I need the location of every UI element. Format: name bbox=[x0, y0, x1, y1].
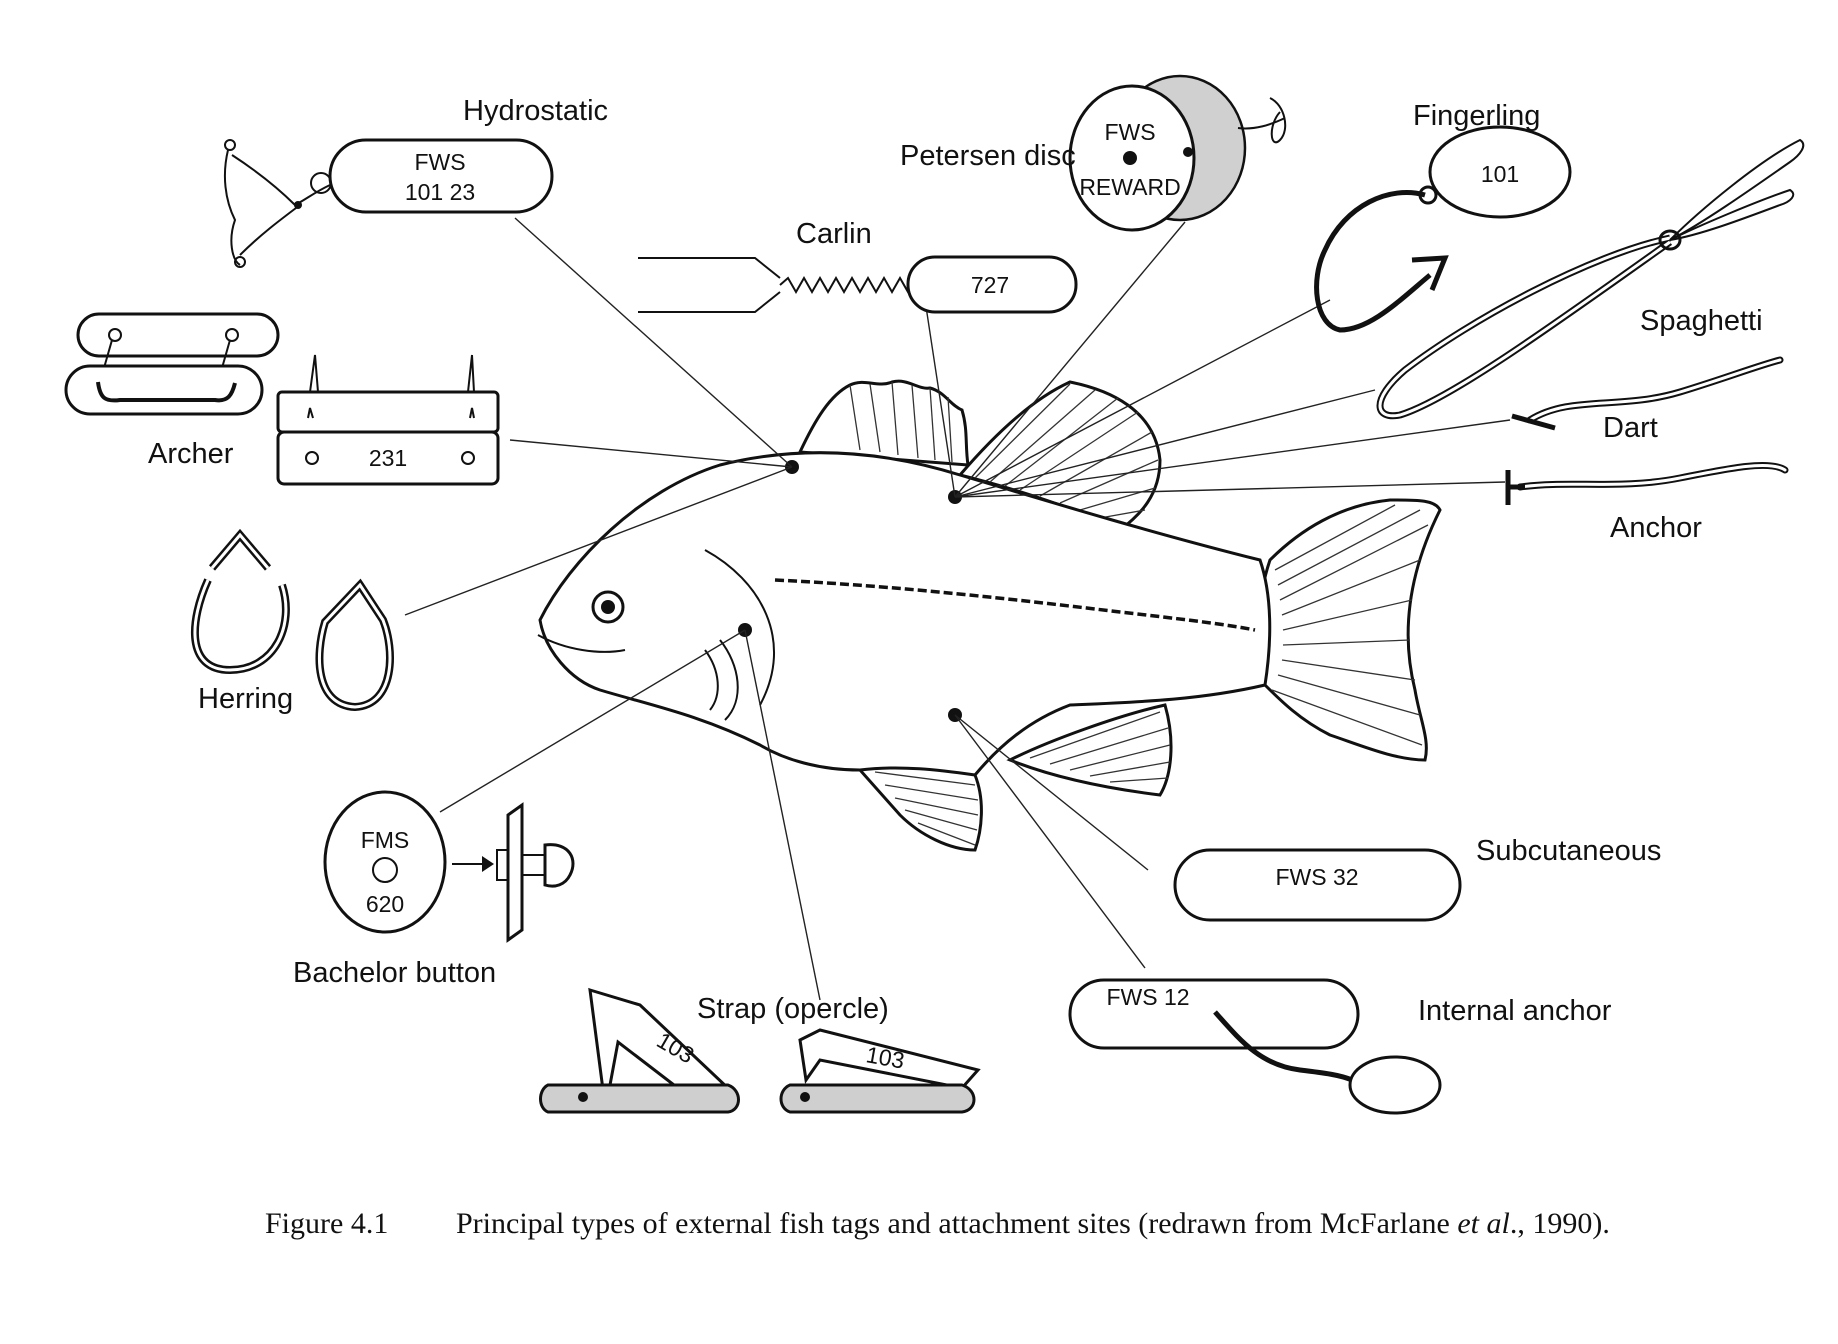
label-herring: Herring bbox=[198, 683, 293, 715]
caption-text-main: Principal types of external fish tags an… bbox=[456, 1207, 1457, 1240]
leader-dart bbox=[954, 419, 1511, 498]
label-hydrostatic: Hydrostatic bbox=[463, 95, 608, 127]
fish-pupil bbox=[601, 600, 615, 614]
dart-tag bbox=[1511, 356, 1784, 431]
leader-subcutaneous bbox=[954, 714, 1149, 871]
dorsal-spiny-fin-rays bbox=[849, 381, 953, 463]
leader-spaghetti bbox=[954, 389, 1376, 498]
gill-cover bbox=[704, 549, 776, 706]
strap-tag-open: 103 bbox=[539, 987, 740, 1114]
hydrostatic-tag-line2: 101 23 bbox=[405, 179, 475, 205]
leader-internal-anchor bbox=[954, 714, 1146, 969]
gill-streak-2 bbox=[704, 649, 719, 711]
bachelor-button-line2: 620 bbox=[366, 891, 404, 917]
label-petersen-disc: Petersen disc bbox=[900, 140, 1076, 172]
subcutaneous-tag: FWS 32 bbox=[1173, 848, 1462, 922]
label-spaghetti: Spaghetti bbox=[1640, 305, 1763, 337]
pelvic-fin-rays bbox=[874, 771, 979, 846]
leader-anchor bbox=[954, 481, 1506, 498]
fingerling-tag: 101 bbox=[1314, 125, 1572, 333]
archer-tag: 231 bbox=[64, 312, 500, 486]
subcutaneous-tag-text: FWS 32 bbox=[1275, 864, 1358, 890]
carlin-tag: 727 bbox=[638, 255, 1078, 314]
caudal-fin bbox=[1257, 498, 1442, 762]
pelvic-fin bbox=[857, 762, 983, 852]
hydrostatic-tag-line1: FWS bbox=[414, 149, 465, 175]
label-archer: Archer bbox=[148, 438, 234, 470]
label-dart: Dart bbox=[1603, 412, 1658, 444]
caption-text-italic: et al bbox=[1457, 1207, 1510, 1240]
caption-figure-number: Figure 4.1 bbox=[265, 1207, 388, 1240]
fish-illustration bbox=[537, 379, 1442, 852]
fingerling-tag-number: 101 bbox=[1481, 161, 1519, 187]
leader-petersen bbox=[954, 221, 1186, 498]
leader-strap bbox=[744, 629, 821, 1001]
leader-archer bbox=[509, 439, 793, 468]
carlin-tag-number: 727 bbox=[971, 272, 1009, 298]
anal-fin bbox=[1006, 703, 1173, 797]
leader-carlin bbox=[924, 299, 956, 498]
fish-mouth bbox=[537, 634, 626, 653]
label-bachelor-button: Bachelor button bbox=[293, 957, 496, 989]
bachelor-button-tag: FMS 620 bbox=[323, 790, 575, 943]
petersen-disc-line1: FWS bbox=[1104, 119, 1155, 145]
anal-fin-rays bbox=[1029, 711, 1171, 783]
label-anchor: Anchor bbox=[1610, 512, 1702, 544]
herring-tag bbox=[190, 528, 394, 712]
internal-anchor-tag: FWS 12 bbox=[1068, 978, 1442, 1115]
archer-tag-number: 231 bbox=[369, 445, 407, 471]
leader-lines bbox=[404, 217, 1511, 1001]
label-carlin: Carlin bbox=[796, 218, 872, 250]
bachelor-button-line1: FMS bbox=[361, 827, 410, 853]
label-fingerling: Fingerling bbox=[1413, 100, 1540, 132]
spaghetti-tag bbox=[1376, 138, 1805, 420]
label-strap-opercle: Strap (opercle) bbox=[697, 993, 889, 1025]
label-internal-anchor: Internal anchor bbox=[1418, 995, 1612, 1027]
leader-bachelor bbox=[439, 629, 746, 813]
petersen-disc-line2: REWARD bbox=[1079, 174, 1180, 200]
lateral-line bbox=[774, 578, 1256, 632]
leader-fingerling bbox=[954, 299, 1331, 498]
dorsal-spiny-fin bbox=[797, 379, 970, 467]
leader-herring bbox=[404, 466, 793, 616]
caudal-fin-rays bbox=[1271, 504, 1429, 746]
gill-streak-1 bbox=[719, 639, 739, 721]
caption-text-end: ., 1990). bbox=[1510, 1207, 1610, 1240]
hydrostatic-tag: FWS 101 23 bbox=[223, 138, 554, 268]
caption-text: Principal types of external fish tags an… bbox=[456, 1207, 1610, 1240]
petersen-disc-tag: FWS REWARD bbox=[1068, 74, 1287, 232]
label-subcutaneous: Subcutaneous bbox=[1476, 835, 1661, 867]
internal-anchor-tag-text: FWS 12 bbox=[1106, 984, 1189, 1010]
anchor-tag bbox=[1505, 461, 1789, 505]
fish-body bbox=[538, 451, 1272, 777]
leader-hydrostatic bbox=[514, 217, 793, 468]
strap-tag-closed: 103 bbox=[779, 1028, 981, 1114]
